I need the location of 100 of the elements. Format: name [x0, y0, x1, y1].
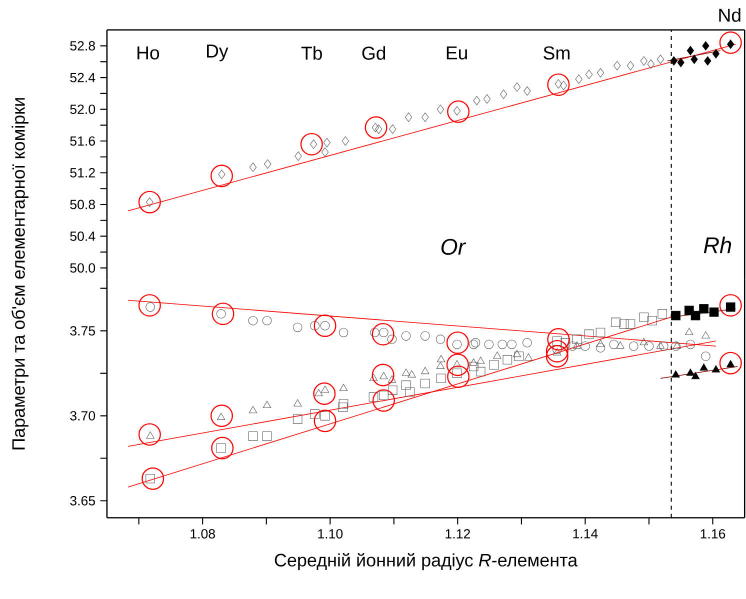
x-tick-label: 1.08 [190, 529, 215, 539]
point [702, 41, 710, 51]
point [596, 328, 606, 338]
point [611, 318, 620, 328]
point [648, 316, 657, 326]
point [719, 294, 742, 317]
point [596, 343, 606, 353]
point [647, 60, 654, 69]
point [546, 345, 568, 368]
point [402, 368, 410, 376]
point [626, 61, 634, 70]
point [138, 294, 161, 317]
point [321, 148, 329, 157]
point [507, 340, 517, 350]
point [138, 423, 161, 446]
point [596, 340, 605, 348]
point [138, 191, 161, 214]
point [364, 116, 388, 139]
point [500, 90, 508, 100]
point [262, 401, 272, 408]
point [339, 384, 348, 392]
point [387, 334, 397, 344]
point [142, 468, 164, 490]
point [699, 304, 708, 314]
point [568, 342, 578, 351]
point [436, 362, 445, 370]
point [210, 404, 233, 428]
point [644, 342, 654, 351]
x-tick-label: 1.16 [700, 529, 726, 539]
point [524, 86, 531, 96]
point [338, 399, 348, 409]
point [422, 112, 429, 122]
point [704, 56, 712, 66]
point [512, 350, 522, 358]
y-tick-label: 50.8 [70, 200, 96, 210]
y-axis-title: Параметри та об'єм елементарної комірки [12, 98, 28, 450]
point [313, 382, 336, 406]
point [421, 367, 430, 374]
point [672, 370, 680, 378]
point [658, 309, 668, 319]
point [372, 364, 394, 386]
point [640, 56, 648, 66]
point [585, 70, 593, 80]
x-tick-label: 1.10 [318, 529, 343, 539]
point [338, 328, 348, 338]
point [493, 352, 502, 359]
point [629, 342, 638, 351]
point [719, 32, 742, 54]
point [702, 331, 710, 339]
point [408, 370, 416, 378]
x-axis-title: Середній йонний радіус R-елемента [274, 553, 578, 570]
annotation: Rh [704, 236, 732, 254]
point [436, 374, 446, 384]
point [369, 374, 378, 382]
point [547, 328, 570, 351]
point [640, 338, 648, 346]
point [546, 340, 568, 363]
point [447, 100, 470, 124]
x-tick-label: 1.14 [573, 529, 598, 538]
point [502, 355, 512, 365]
point [686, 46, 694, 56]
annotation: Dy [207, 44, 228, 62]
point [388, 376, 396, 383]
point [712, 49, 720, 59]
point [614, 61, 621, 70]
annotation: Eu [446, 46, 467, 60]
point [686, 340, 696, 350]
point [264, 160, 272, 169]
point [690, 311, 700, 320]
point [690, 54, 698, 64]
point [401, 331, 411, 341]
point [436, 334, 446, 344]
point [300, 133, 323, 156]
y-tick-label: 3.65 [70, 496, 96, 506]
annotation: Tb [301, 46, 322, 60]
point [672, 342, 682, 349]
point [522, 338, 532, 348]
point [498, 340, 507, 350]
point [405, 387, 415, 397]
point [420, 378, 430, 388]
y-tick-label: 3.70 [70, 411, 96, 421]
point [580, 342, 590, 351]
point [596, 68, 604, 78]
point [584, 330, 594, 340]
point [476, 367, 486, 376]
point [513, 82, 521, 92]
point [691, 372, 700, 380]
point [719, 352, 742, 375]
point [370, 328, 380, 338]
point [514, 352, 524, 362]
point [484, 340, 494, 350]
point [712, 365, 720, 373]
point [437, 355, 446, 362]
point [616, 342, 624, 349]
point [401, 380, 411, 390]
point [709, 308, 719, 317]
y-tick-label: 51.2 [70, 168, 95, 178]
point [210, 164, 233, 188]
point [447, 366, 470, 388]
point [323, 138, 331, 148]
